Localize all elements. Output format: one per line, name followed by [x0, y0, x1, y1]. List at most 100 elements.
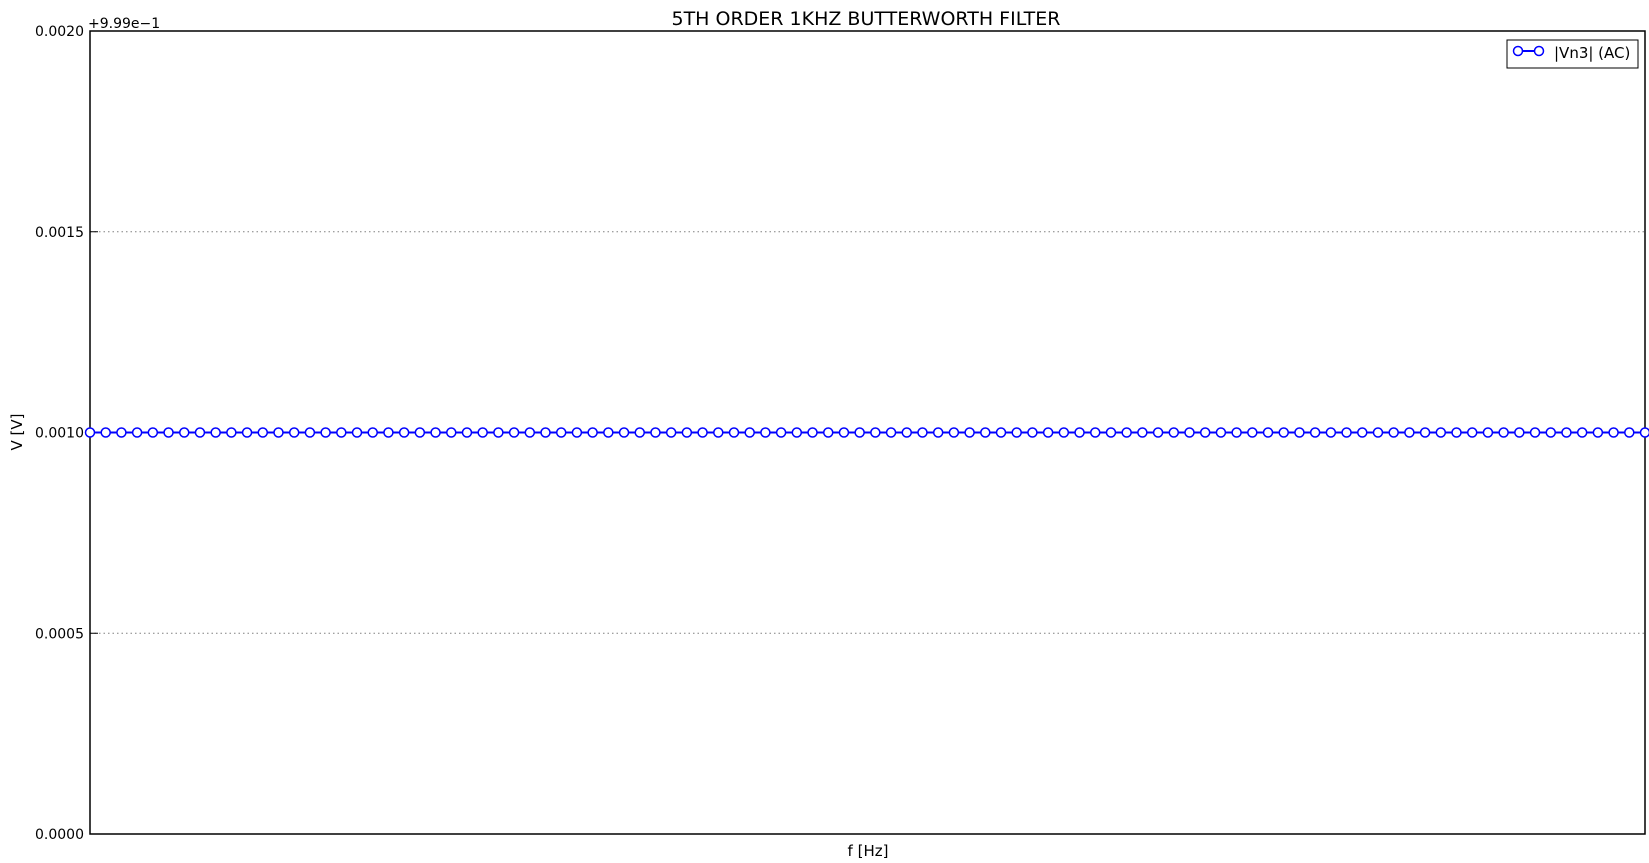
data-point — [1419, 427, 1431, 438]
data-point — [508, 427, 520, 438]
data-point — [320, 427, 331, 438]
y-tick-label: 0.0015 — [35, 225, 84, 241]
data-point — [1624, 427, 1635, 438]
data-point — [1137, 427, 1148, 438]
data-point — [1058, 427, 1070, 438]
data-point — [728, 427, 740, 438]
y-tick-label: 0.0000 — [35, 827, 84, 843]
data-point — [524, 427, 536, 438]
data-point — [84, 427, 96, 438]
data-point — [932, 427, 944, 438]
data-point — [1011, 427, 1022, 438]
data-point — [995, 427, 1007, 438]
data-point — [1152, 427, 1164, 438]
data-point — [1027, 427, 1038, 438]
data-point — [1466, 427, 1478, 438]
data-point — [1404, 427, 1415, 438]
data-point — [367, 427, 378, 438]
data-point — [1545, 427, 1557, 438]
data-point — [618, 427, 630, 438]
data-point — [1294, 427, 1305, 438]
data-point — [760, 427, 771, 438]
legend-marker-right — [1533, 45, 1545, 57]
data-point — [948, 427, 960, 438]
data-point — [713, 427, 724, 438]
data-point — [1105, 427, 1117, 438]
data-point — [383, 427, 394, 438]
data-point — [744, 427, 755, 438]
legend-label: |Vn3| (AC) — [1554, 44, 1630, 62]
data-point — [1262, 427, 1274, 438]
data-point — [854, 427, 865, 438]
data-point — [603, 427, 614, 438]
data-point — [665, 427, 677, 438]
data-point — [446, 427, 457, 438]
legend-box — [1506, 39, 1639, 69]
data-point — [634, 427, 645, 438]
data-point — [1341, 427, 1352, 438]
data-point — [587, 427, 598, 438]
data-point — [540, 427, 551, 438]
data-point — [1576, 427, 1588, 438]
data-point — [1074, 427, 1085, 438]
data-point — [131, 427, 143, 438]
data-point — [885, 427, 897, 438]
data-point — [430, 427, 441, 438]
data-point — [980, 427, 991, 438]
data-point — [1090, 427, 1101, 438]
data-point — [1435, 427, 1447, 438]
data-point — [163, 427, 174, 438]
data-point — [257, 427, 269, 438]
y-tick-label: 0.0010 — [35, 426, 84, 442]
legend-marker-left — [1512, 45, 1524, 57]
data-point — [116, 427, 127, 438]
data-point — [226, 427, 237, 438]
data-point — [1357, 427, 1368, 438]
data-point — [1215, 427, 1227, 438]
x-axis-label: f [Hz] — [848, 842, 889, 860]
data-point — [336, 427, 347, 438]
series-markers — [84, 427, 1649, 438]
data-point — [1042, 427, 1054, 438]
data-point — [194, 427, 206, 438]
data-point — [775, 427, 787, 438]
data-point — [1388, 427, 1399, 438]
data-point — [964, 427, 975, 438]
data-point — [210, 427, 221, 438]
data-point — [1639, 427, 1649, 438]
data-point — [1498, 427, 1509, 438]
data-point — [555, 427, 567, 438]
data-point — [351, 427, 363, 438]
y-axis-label: V [V] — [8, 414, 26, 451]
data-point — [822, 427, 834, 438]
y-axis-ticks: 0.0000 0.0005 0.0010 0.0015 0.0020 — [35, 24, 98, 843]
legend: |Vn3| (AC) — [1506, 39, 1639, 69]
data-point — [917, 427, 928, 438]
data-point — [493, 427, 504, 438]
data-point — [807, 427, 818, 438]
chart-title: 5TH ORDER 1KHZ BUTTERWORTH FILTER — [671, 8, 1060, 30]
data-point — [461, 427, 473, 438]
data-point — [1372, 427, 1384, 438]
data-point — [288, 427, 300, 438]
data-point — [1608, 427, 1619, 438]
data-point — [100, 427, 111, 438]
data-point — [791, 427, 803, 438]
data-point — [1451, 427, 1462, 438]
data-point — [178, 427, 190, 438]
data-point — [1592, 427, 1604, 438]
y-offset-label: +9.99e−1 — [88, 16, 160, 32]
data-point — [1514, 427, 1525, 438]
data-point — [1199, 427, 1211, 438]
data-point — [304, 427, 316, 438]
data-point — [681, 427, 693, 438]
data-point — [1247, 427, 1258, 438]
data-point — [1529, 427, 1541, 438]
data-point — [1121, 427, 1132, 438]
data-point — [273, 427, 284, 438]
data-point — [571, 427, 583, 438]
data-point — [838, 427, 850, 438]
data-point — [870, 427, 881, 438]
data-point — [1168, 427, 1180, 438]
